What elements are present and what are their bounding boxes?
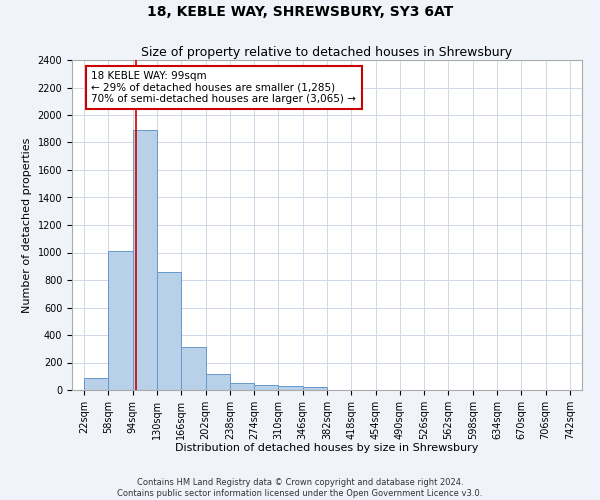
Bar bbox=[109, 251, 133, 390]
Bar bbox=[278, 386, 303, 390]
Bar bbox=[84, 378, 109, 390]
Text: 18 KEBLE WAY: 99sqm
← 29% of detached houses are smaller (1,285)
70% of semi-det: 18 KEBLE WAY: 99sqm ← 29% of detached ho… bbox=[91, 71, 356, 104]
Bar bbox=[133, 130, 157, 390]
Title: Size of property relative to detached houses in Shrewsbury: Size of property relative to detached ho… bbox=[142, 46, 512, 59]
X-axis label: Distribution of detached houses by size in Shrewsbury: Distribution of detached houses by size … bbox=[175, 444, 479, 454]
Bar bbox=[157, 272, 181, 390]
Bar bbox=[254, 384, 278, 390]
Bar bbox=[303, 387, 327, 390]
Text: 18, KEBLE WAY, SHREWSBURY, SY3 6AT: 18, KEBLE WAY, SHREWSBURY, SY3 6AT bbox=[147, 5, 453, 19]
Bar bbox=[206, 374, 230, 390]
Bar bbox=[230, 383, 254, 390]
Bar bbox=[181, 346, 206, 390]
Text: Contains HM Land Registry data © Crown copyright and database right 2024.
Contai: Contains HM Land Registry data © Crown c… bbox=[118, 478, 482, 498]
Y-axis label: Number of detached properties: Number of detached properties bbox=[22, 138, 32, 312]
